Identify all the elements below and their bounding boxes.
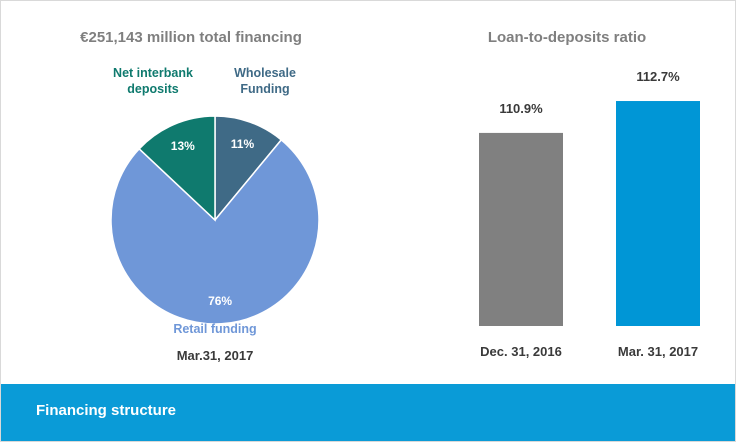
x-tick-label: Dec. 31, 2016 [480, 344, 562, 359]
bar [616, 101, 700, 327]
slice-label: 76% [208, 293, 233, 308]
slice-category: Net interbank deposits [113, 66, 193, 96]
pie-date: Mar.31, 2017 [176, 348, 254, 363]
slice-label: 13% [170, 138, 195, 153]
bar-value-label: 110.9% [499, 100, 543, 116]
slice-label: 11% [230, 136, 255, 151]
bar [479, 132, 563, 326]
chart-title: Loan-to-deposits ratio [487, 29, 647, 46]
slice-category: Retail funding [173, 322, 257, 336]
pie-slice [138, 115, 216, 222]
slice-category: Wholesale Funding [234, 66, 296, 96]
footer: Financing structure [1, 384, 735, 441]
x-tick-label: Mar. 31, 2017 [617, 344, 699, 359]
pie-slice [214, 115, 283, 223]
footer-title: Financing structure [36, 402, 177, 419]
chart-title: €251,143 million total financing [80, 29, 302, 46]
charts [110, 101, 700, 327]
pie-slice [110, 138, 320, 325]
bar-value-label: 112.7% [636, 69, 680, 85]
